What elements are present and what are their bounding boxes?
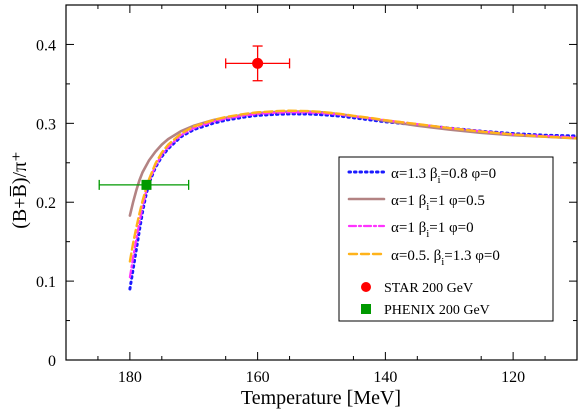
y-tick-label: 0.4	[36, 37, 56, 54]
legend-label-1: α=1.3 βi=0.8 φ=0	[391, 166, 496, 186]
x-axis-title: Temperature [MeV]	[241, 387, 401, 409]
y-tick-label: 0.1	[36, 274, 56, 291]
legend: α=1.3 βi=0.8 φ=0 α=1 βi=1 φ=0.5 α=1 βi=1 φ…	[338, 156, 554, 322]
series-line-4	[128, 109, 577, 263]
legend-marker-1	[361, 282, 371, 292]
legend-box	[338, 156, 554, 322]
x-tick-label: 140	[373, 369, 397, 386]
legend-point-label-1: STAR 200 GeV	[384, 281, 473, 296]
data-point-2	[141, 179, 152, 190]
data-point-1	[252, 57, 264, 69]
y-axis-title: (B+B̅)/π⁺	[9, 151, 31, 229]
legend-label-2: α=1 βi=1 φ=0.5	[391, 193, 485, 213]
axes-layer: 180 160 140 120 0 0.1 0.2 0.3 0.4	[36, 4, 577, 386]
points-layer	[98, 45, 291, 190]
legend-label-3: α=1 βi=1 φ=0	[391, 220, 474, 240]
plot-frame	[65, 4, 578, 361]
legend-label-4: α=0.5. βi=1.3 φ=0	[391, 248, 500, 268]
legend-marker-2	[361, 304, 371, 314]
x-tick-label: 180	[118, 369, 142, 386]
x-tick-label: 160	[246, 369, 270, 386]
y-tick-label: 0.3	[36, 116, 56, 133]
series-layer	[128, 109, 577, 291]
y-tick-label: 0.2	[36, 195, 56, 212]
y-tick-label: 0	[48, 353, 56, 370]
legend-point-label-2: PHENIX 200 GeV	[384, 303, 490, 318]
series-line-1	[128, 112, 577, 291]
x-tick-label: 120	[501, 369, 525, 386]
